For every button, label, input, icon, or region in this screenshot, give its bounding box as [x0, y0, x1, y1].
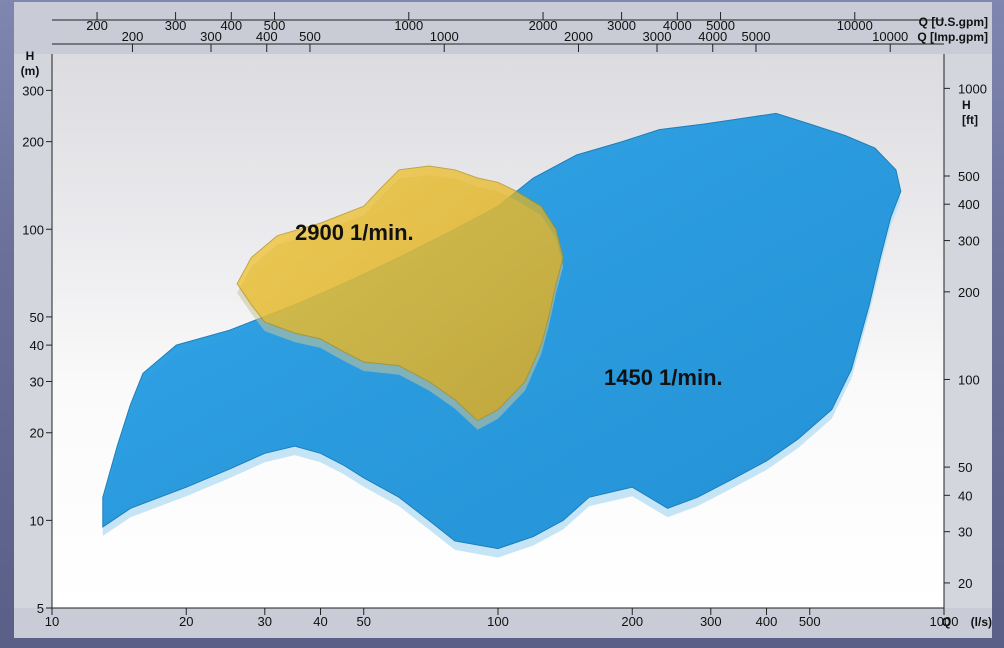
x-bottom-tick-label: 20: [179, 614, 193, 629]
x-top-imp-tick-label: 10000: [872, 29, 908, 44]
y-right-tick-label: 30: [958, 525, 972, 540]
x-bottom-tick-label: 300: [700, 614, 722, 629]
x-bottom-tick-label: 200: [621, 614, 643, 629]
x-top-imp-tick-label: 200: [122, 29, 144, 44]
x-bottom-tick-label: 40: [313, 614, 327, 629]
x-top-imp-tick-label: 3000: [643, 29, 672, 44]
region-labels: 2900 1/min. 1450 1/min.: [295, 220, 723, 390]
x-top-imp-axis-label: Q [Imp.gpm]: [917, 30, 988, 44]
y-right-tick-label: 300: [958, 234, 980, 249]
x-top-imp-tick-label: 5000: [742, 29, 771, 44]
x-top-us-tick-label: 500: [264, 18, 286, 33]
x-top-us-tick-label: 400: [220, 18, 242, 33]
x-top-us-tick-label: 300: [165, 18, 187, 33]
x-top-us-tick-label: 2000: [529, 18, 558, 33]
y-left-tick-label: 200: [22, 135, 44, 150]
x-bottom-tick-label: 1000: [930, 614, 959, 629]
x-top-us-tick-label: 10000: [837, 18, 873, 33]
x-bottom-tick-label: 30: [258, 614, 272, 629]
y-right-axis-label: H: [962, 98, 971, 112]
y-right-tick-label: 40: [958, 488, 972, 503]
x-top-imp-tick-label: 2000: [564, 29, 593, 44]
y-left-axis-unit: (m): [21, 64, 40, 78]
y-right-tick-label: 500: [958, 169, 980, 184]
x-bottom-unit-label: (l/s): [971, 615, 992, 629]
y-right-tick-label: 50: [958, 460, 972, 475]
x-top-imp-tick-label: 300: [200, 29, 222, 44]
y-left-tick-label: 50: [30, 310, 44, 325]
x-top-imp-tick-label: 4000: [698, 29, 727, 44]
y-left-tick-label: 30: [30, 374, 44, 389]
y-left-tick-label: 100: [22, 222, 44, 237]
y-left-tick-label: 10: [30, 513, 44, 528]
x-top-us-tick-label: 200: [86, 18, 108, 33]
x-bottom-tick-label: 50: [357, 614, 371, 629]
x-top-us-tick-label: 3000: [607, 18, 636, 33]
x-top-imp-tick-label: 400: [256, 29, 278, 44]
y-left-tick-label: 5: [37, 601, 44, 616]
x-bottom-tick-label: 400: [756, 614, 778, 629]
axes: 10 20 30 40 50 100 200 300 400 500 1000 (l/s)Q51020…: [21, 12, 992, 629]
bottom-scale-band: [14, 608, 992, 638]
x-top-us-tick-label: 5000: [706, 18, 735, 33]
x-bottom-tick-label: 100: [487, 614, 509, 629]
x-top-us-tick-label: 4000: [663, 18, 692, 33]
operating-regions: [102, 112, 902, 558]
x-top-imp-tick-label: 500: [299, 29, 321, 44]
region-2900-rpm: [236, 165, 564, 422]
y-left-tick-label: 40: [30, 338, 44, 353]
left-scale-band: [14, 54, 52, 608]
right-scale-band: [944, 54, 992, 608]
y-left-axis-label: H: [26, 49, 35, 63]
series-label-2900: 2900 1/min.: [295, 220, 414, 245]
x-bottom-tick-label: 10: [45, 614, 59, 629]
y-right-tick-label: 200: [958, 285, 980, 300]
x-top-us-axis-label: Q [U.S.gpm]: [919, 15, 988, 29]
y-right-tick-label: 20: [958, 576, 972, 591]
x-bottom-q-symbol: Q: [942, 615, 951, 629]
series-label-1450: 1450 1/min.: [604, 365, 723, 390]
y-left-tick-label: 20: [30, 426, 44, 441]
y-right-tick-label: 100: [958, 372, 980, 387]
x-bottom-tick-label: 500: [799, 614, 821, 629]
y-right-axis-unit: [ft]: [962, 113, 978, 127]
top-scale-band: [14, 2, 992, 54]
y-left-tick-label: 300: [22, 83, 44, 98]
y-right-tick-label: 400: [958, 197, 980, 212]
x-top-imp-tick-label: 1000: [430, 29, 459, 44]
x-top-us-tick-label: 1000: [394, 18, 423, 33]
y-right-tick-label: 1000: [958, 81, 987, 96]
